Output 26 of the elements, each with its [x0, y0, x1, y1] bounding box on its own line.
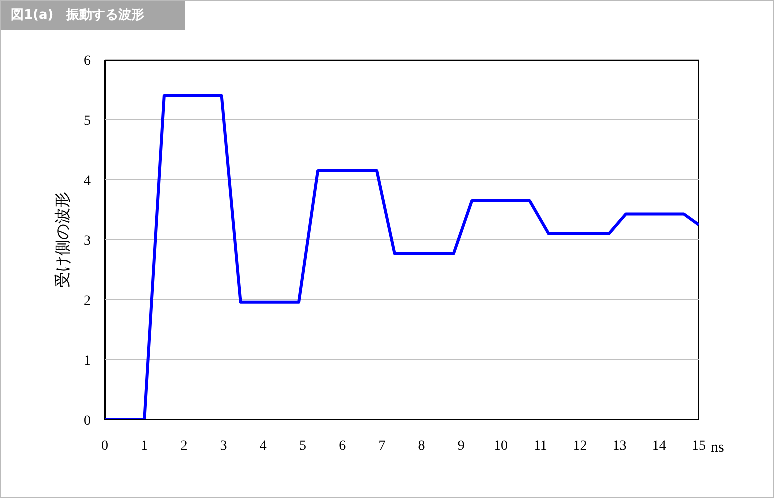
- y-axis-title: 受け側の波形: [54, 191, 73, 290]
- x-tick-label: 2: [180, 438, 188, 454]
- x-tick-label: 3: [220, 438, 228, 454]
- x-tick-label: 10: [494, 438, 508, 454]
- chart-title: 図1(a) 振動する波形: [1, 1, 185, 30]
- x-tick-label: 12: [573, 438, 588, 454]
- x-tick-label: 5: [300, 438, 306, 454]
- x-tick-label: 7: [378, 438, 386, 454]
- x-tick-label: 15: [692, 438, 706, 454]
- x-tick-label: 4: [260, 438, 267, 454]
- y-tick-label: 1: [84, 354, 91, 369]
- x-tick-label: 1: [141, 438, 148, 454]
- x-tick-label: 6: [339, 438, 346, 454]
- x-tick-label: 11: [534, 438, 548, 454]
- y-tick-label: 0: [84, 414, 91, 429]
- y-tick-label: 4: [84, 174, 91, 189]
- y-tick-label: 3: [84, 234, 91, 249]
- x-tick-label: 14: [652, 438, 666, 454]
- y-tick-label: 5: [84, 114, 91, 129]
- y-tick-label: 2: [84, 294, 91, 309]
- x-tick-label: 13: [612, 438, 627, 454]
- x-tick-label: 0: [102, 438, 108, 454]
- x-tick-label: 8: [418, 438, 426, 454]
- y-tick-label: 6: [84, 54, 91, 69]
- x-axis-title: ns: [711, 440, 724, 457]
- x-tick-label: 9: [458, 438, 465, 454]
